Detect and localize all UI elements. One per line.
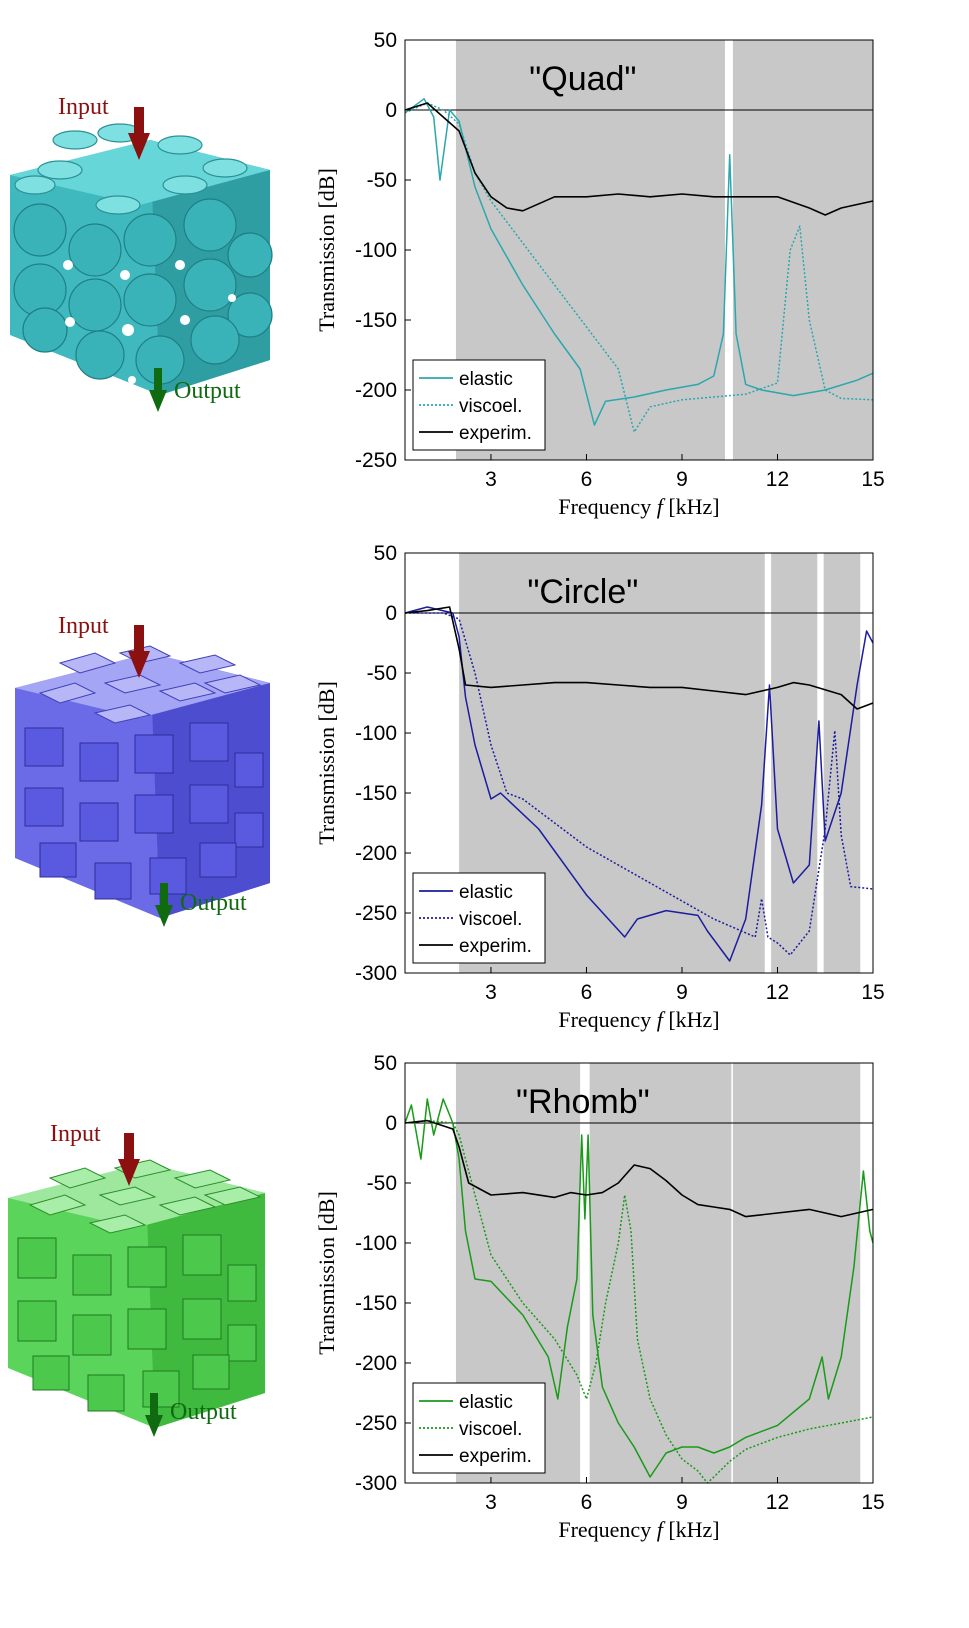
chart-circle: 3 6 9 12 15 50 0 -50 -100 -150 -200 -250 -300 "Circle… (314, 542, 885, 1032)
output-arrow-icon (149, 368, 167, 412)
plot-frame (404, 552, 874, 974)
circle-cube-body (15, 645, 270, 918)
y-tick-label: -50 (367, 169, 397, 192)
x-tick-label: 3 (485, 981, 497, 1004)
rhomb-cube-illustration: Input Output (8, 1121, 265, 1437)
output-label: Output (180, 890, 247, 916)
input-label: Input (58, 94, 109, 120)
y-tick-label: -200 (355, 842, 397, 865)
legend-label-elastic: elastic (459, 882, 513, 903)
x-tick-label: 6 (581, 981, 593, 1004)
y-tick-label: 50 (374, 542, 397, 565)
chart-rhomb: 3 6 9 12 15 50 0 -50 -100 -150 -200 -250 -300 "Rhomb"… (314, 1052, 885, 1542)
rhomb-cube-body (8, 1159, 265, 1428)
legend-label-elastic: elastic (459, 369, 513, 390)
chart-quad: 3 6 9 12 15 50 0 -50 -100 -150 -200 -250 "Quad" Frequ… (314, 29, 885, 519)
legend: elastic viscoel. experim. (412, 359, 546, 451)
band-gap-2 (732, 1063, 861, 1483)
y-tick-label: -300 (355, 962, 397, 985)
output-arrow-icon (145, 1393, 163, 1437)
y-tick-label: -300 (355, 1472, 397, 1495)
chart-title: "Quad" (529, 60, 636, 98)
quad-cube-body (10, 123, 273, 395)
x-tick-label: 15 (861, 981, 884, 1004)
legend-label-experim: experim. (459, 936, 532, 957)
x-tick-label: 9 (676, 468, 688, 491)
series-line-experim (404, 102, 874, 216)
x-tick-label: 9 (676, 1491, 688, 1514)
x-tick-label: 9 (676, 981, 688, 1004)
legend-label-experim: experim. (459, 1446, 532, 1467)
x-tick-label: 15 (861, 468, 884, 491)
y-tick-label: 0 (385, 99, 397, 122)
y-tick-label: -50 (367, 1172, 397, 1195)
series-line-experim (404, 606, 874, 710)
x-tick-label: 12 (766, 1491, 789, 1514)
series-line-elastic (404, 606, 874, 962)
panel-circle: Input Output 3 6 9 12 15 50 0 -50 -100 -150 -200 -2… (0, 513, 969, 1053)
y-tick-label: -100 (355, 239, 397, 262)
legend: elastic viscoel. experim. (412, 872, 546, 964)
series-line-viscoel (405, 612, 874, 956)
x-tick-label: 15 (861, 1491, 884, 1514)
legend-label-viscoel: viscoel. (459, 1419, 522, 1440)
y-tick-label: 0 (385, 602, 397, 625)
y-tick-label: 50 (374, 1052, 397, 1075)
y-tick-label: 50 (374, 29, 397, 52)
y-axis-label: Transmission [dB] (314, 1191, 339, 1355)
series-line-viscoel (404, 102, 874, 433)
y-tick-label: -200 (355, 379, 397, 402)
circle-cube-illustration: Input Output (15, 613, 270, 927)
y-axis-label: Transmission [dB] (314, 168, 339, 332)
x-axis-label: Frequency f [kHz] (558, 494, 719, 519)
quad-cube-illustration: Input Output (10, 94, 273, 412)
y-axis-label: Transmission [dB] (314, 681, 339, 845)
y-tick-label: -100 (355, 722, 397, 745)
legend: elastic viscoel. experim. (412, 1382, 546, 1474)
y-tick-label: -100 (355, 1232, 397, 1255)
output-label: Output (170, 1399, 237, 1425)
x-tick-label: 3 (485, 1491, 497, 1514)
legend-label-experim: experim. (459, 423, 532, 444)
legend-label-viscoel: viscoel. (459, 909, 522, 930)
x-axis-label: Frequency f [kHz] (558, 1007, 719, 1032)
legend-label-elastic: elastic (459, 1392, 513, 1413)
panel-quad: Input Output 3 6 9 12 15 50 0 -50 -100 -150 -200 -2… (0, 0, 969, 540)
band-gap-1 (771, 553, 818, 973)
y-tick-label: -150 (355, 1292, 397, 1315)
x-tick-label: 3 (485, 468, 497, 491)
y-tick-label: -250 (355, 1412, 397, 1435)
input-arrow-icon (118, 1133, 140, 1186)
output-label: Output (174, 378, 241, 404)
x-tick-label: 12 (766, 468, 789, 491)
band-gap-1 (589, 1063, 732, 1483)
series-line-viscoel (404, 1119, 874, 1484)
input-arrow-icon (128, 625, 150, 678)
y-tick-label: -50 (367, 662, 397, 685)
y-tick-label: -250 (355, 449, 397, 472)
input-label: Input (50, 1121, 101, 1147)
panel-rhomb: Input Output 3 6 9 12 15 50 0 -50 -100 -150 -200 -2… (0, 1023, 969, 1563)
output-arrow-icon (155, 883, 173, 927)
y-tick-label: -150 (355, 782, 397, 805)
x-axis-label: Frequency f [kHz] (558, 1517, 719, 1542)
y-tick-label: -150 (355, 309, 397, 332)
x-tick-label: 12 (766, 981, 789, 1004)
y-tick-label: -200 (355, 1352, 397, 1375)
y-tick-label: 0 (385, 1112, 397, 1135)
input-arrow-icon (128, 107, 150, 160)
x-tick-label: 6 (581, 468, 593, 491)
chart-title: "Rhomb" (516, 1083, 650, 1121)
chart-title: "Circle" (527, 573, 638, 611)
plot-frame (404, 1062, 874, 1484)
input-label: Input (58, 613, 109, 639)
legend-label-viscoel: viscoel. (459, 396, 522, 417)
x-tick-label: 6 (581, 1491, 593, 1514)
band-gap-2 (823, 553, 861, 973)
y-tick-label: -250 (355, 902, 397, 925)
series-line-elastic (404, 98, 874, 426)
series-line-experim (404, 1119, 874, 1218)
